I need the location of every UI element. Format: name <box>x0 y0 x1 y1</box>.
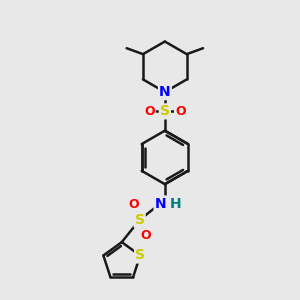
Text: N: N <box>159 85 171 99</box>
Text: N: N <box>159 85 171 99</box>
Text: O: O <box>144 105 155 118</box>
Text: S: S <box>160 104 170 118</box>
Text: N: N <box>154 196 166 211</box>
Text: H: H <box>169 196 181 211</box>
Text: S: S <box>135 248 145 262</box>
Text: O: O <box>175 105 186 118</box>
Text: O: O <box>128 198 139 211</box>
Text: O: O <box>140 229 151 242</box>
Text: S: S <box>135 213 145 227</box>
